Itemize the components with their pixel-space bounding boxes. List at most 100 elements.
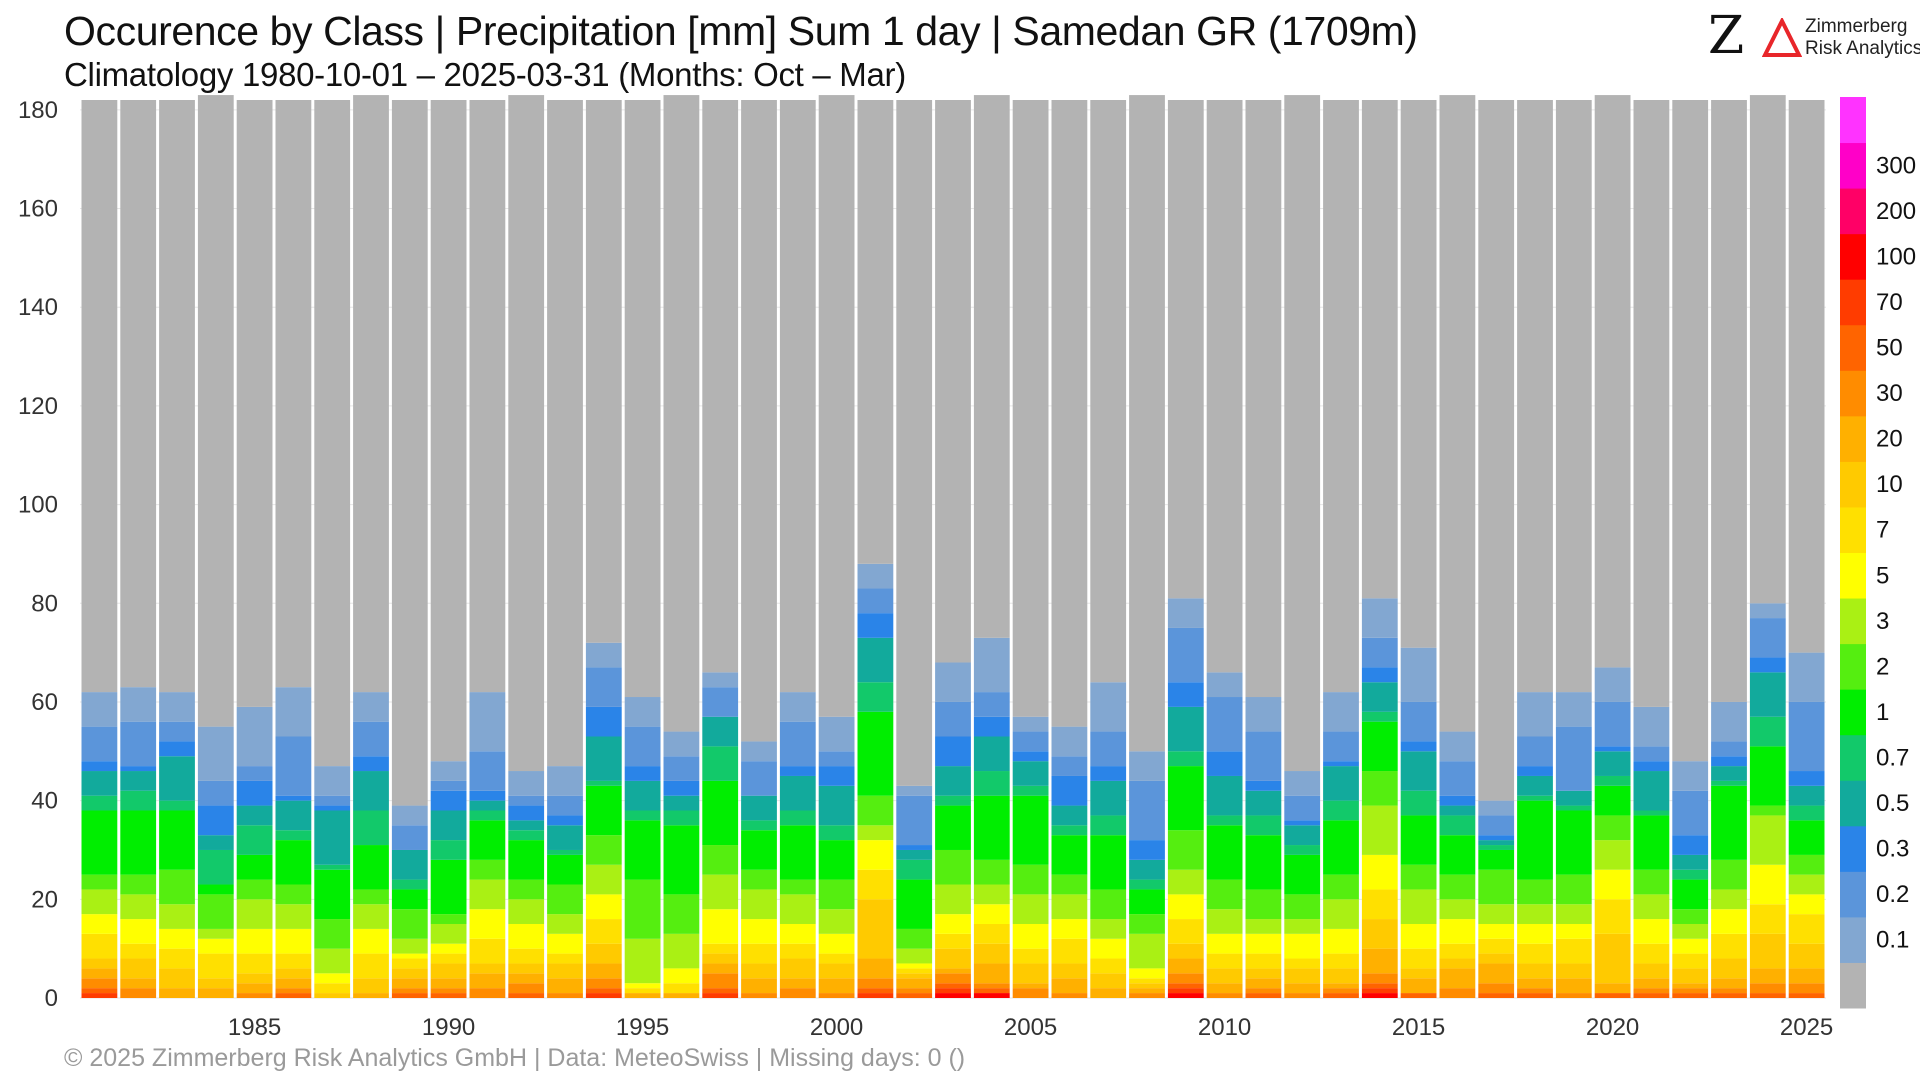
bar-segment-2016-class-0.3	[1439, 795, 1476, 806]
x-tick-label: 2005	[1004, 1014, 1057, 1041]
bar-segment-1986-class-20	[275, 978, 312, 989]
colorbar-swatch	[1840, 871, 1866, 918]
bar-segment-1997-class-10	[702, 953, 739, 964]
bar-segment-1990-class-0.2	[430, 780, 467, 791]
bar-segment-2002-class-7	[896, 968, 933, 974]
bar-segment-2019-class-1	[1555, 810, 1592, 875]
bar-segment-2018-class-2	[1517, 879, 1553, 905]
bar-segment-1994-class-20	[585, 963, 622, 979]
bar-segment-1999-class-0.1	[779, 692, 816, 722]
bar-segment-1991-class-2	[469, 859, 506, 880]
bar-segment-2006-class-20	[1051, 978, 1088, 994]
bar-segment-2003-class-0.2	[935, 701, 971, 737]
bar-segment-2003-class-2	[935, 849, 971, 885]
bar-segment-1994-class-0.2	[585, 667, 622, 707]
bar-segment-2022-class-0.7	[1672, 869, 1709, 880]
bar-segment-1994-class-2	[585, 835, 622, 865]
bar-segment-2019-class-10	[1555, 963, 1592, 979]
colorbar-swatch	[1840, 415, 1866, 462]
company-logo: Z Zimmerberg Risk Analytics	[1708, 10, 1920, 62]
bar-segment-1984-class-5	[197, 938, 234, 954]
bar-segment-2022-class-50	[1672, 993, 1709, 998]
bar-segment-2018-class-30	[1517, 988, 1553, 994]
bar-segment-2018-class-0.2	[1517, 736, 1553, 767]
bar-segment-1998-class-1	[741, 830, 777, 870]
bar-segment-1990-class-2	[430, 914, 467, 924]
bar-segment-2008-class-5	[1129, 968, 1165, 979]
bar-segment-2009-class-70	[1167, 988, 1204, 994]
bar-segment-2005-class-below-0.1	[1012, 100, 1049, 717]
bar-segment-2019-class-0.5	[1555, 790, 1592, 806]
bar-segment-1985-class-5	[236, 928, 273, 954]
colorbar-label: 0.5	[1876, 790, 1909, 817]
bar-segment-2002-class-20	[896, 978, 933, 989]
bar-segment-1994-class-1	[585, 785, 622, 836]
bar-segment-2005-class-0.3	[1012, 751, 1049, 762]
bar-segment-1987-class-10	[314, 993, 351, 998]
bar-segment-1993-class-0.3	[547, 815, 583, 826]
colorbar-swatch	[1840, 962, 1866, 1009]
x-tick-label: 1985	[228, 1014, 281, 1041]
bar-segment-2008-class-1	[1129, 889, 1165, 915]
bar-segment-2023-class-7	[1711, 933, 1747, 959]
bar-segment-1992-class-50	[508, 993, 545, 998]
bar-segment-1984-class-3	[197, 928, 234, 939]
bar-segment-2017-class-10	[1478, 953, 1515, 964]
bar-segment-2009-class-3	[1167, 869, 1204, 895]
bar-segment-1988-class-7	[353, 953, 389, 979]
bar-segment-1993-class-0.5	[547, 825, 583, 850]
bar-segment-2003-class-3	[935, 884, 971, 915]
bar-segment-2002-class-0.2	[896, 795, 933, 846]
bar-segment-2008-class-0.3	[1129, 840, 1165, 860]
bar-segment-2003-class-0.1	[935, 662, 971, 702]
bar-segment-2001-class-0.3	[857, 613, 894, 638]
bar-segment-2018-class-10	[1517, 963, 1553, 979]
bar-segment-2003-class-0.3	[935, 736, 971, 767]
bar-segment-1993-class-5	[547, 933, 583, 954]
bar-segment-2020-class-0.3	[1594, 746, 1631, 752]
bar-segment-2013-class-50	[1323, 993, 1359, 998]
bar-segment-2016-class-0.5	[1439, 805, 1476, 816]
bar-segment-2001-class-20	[857, 958, 894, 979]
bar-segment-1998-class-2	[741, 869, 777, 890]
bar-segment-1993-class-1	[547, 854, 583, 885]
bar-segment-1987-class-7	[314, 983, 351, 994]
bar-segment-1982-class-0.2	[120, 721, 157, 767]
bar-segment-2022-class-10	[1672, 968, 1709, 984]
colorbar-label: 1	[1876, 699, 1889, 726]
bar-segment-2016-class-1	[1439, 835, 1476, 875]
bar-segment-2020-class-50	[1594, 993, 1631, 998]
bar-segment-1981-class-7	[81, 933, 118, 959]
bar-segment-2002-class-3	[896, 948, 933, 964]
bar-segment-2011-class-20	[1245, 978, 1282, 989]
bar-segment-2006-class-2	[1051, 874, 1088, 895]
bar-segment-2002-class-0.1	[896, 785, 933, 796]
bar-segment-2008-class-20	[1129, 988, 1165, 994]
bar-segment-1999-class-7	[779, 943, 816, 959]
bar-segment-2022-class-20	[1672, 983, 1709, 989]
bar-segment-1986-class-0.7	[275, 830, 312, 841]
bar-segment-2021-class-0.3	[1633, 761, 1670, 772]
bar-segment-2021-class-50	[1633, 993, 1670, 998]
bar-segment-2017-class-below-0.1	[1478, 100, 1515, 801]
bar-segment-2012-class-5	[1284, 933, 1321, 959]
bar-segment-1997-class-0.1	[702, 672, 739, 688]
bar-segment-1982-class-0.5	[120, 771, 157, 791]
bar-segment-2023-class-0.2	[1711, 741, 1747, 757]
bar-segment-2017-class-0.1	[1478, 800, 1515, 816]
bar-segment-1984-class-below-0.1	[197, 95, 234, 727]
bar-segment-2013-class-30	[1323, 988, 1359, 994]
bar-segment-1983-class-20	[159, 988, 195, 998]
bar-segment-2007-class-0.7	[1090, 815, 1127, 836]
chart-subtitle: Climatology 1980-10-01 – 2025-03-31 (Mon…	[64, 56, 906, 93]
bar-segment-2006-class-0.2	[1051, 756, 1088, 776]
colorbar-label: 0.7	[1876, 744, 1909, 771]
bar-segment-2009-class-10	[1167, 943, 1204, 959]
bar-segment-2018-class-0.5	[1517, 775, 1553, 796]
bar-segment-2007-class-0.5	[1090, 780, 1127, 816]
bar-segment-1982-class-10	[120, 958, 157, 979]
bar-segment-2017-class-0.7	[1478, 845, 1515, 850]
bar-segment-1982-class-30	[120, 988, 157, 998]
bar-segment-2014-class-30	[1361, 973, 1398, 984]
bar-segment-1993-class-0.7	[547, 849, 583, 855]
